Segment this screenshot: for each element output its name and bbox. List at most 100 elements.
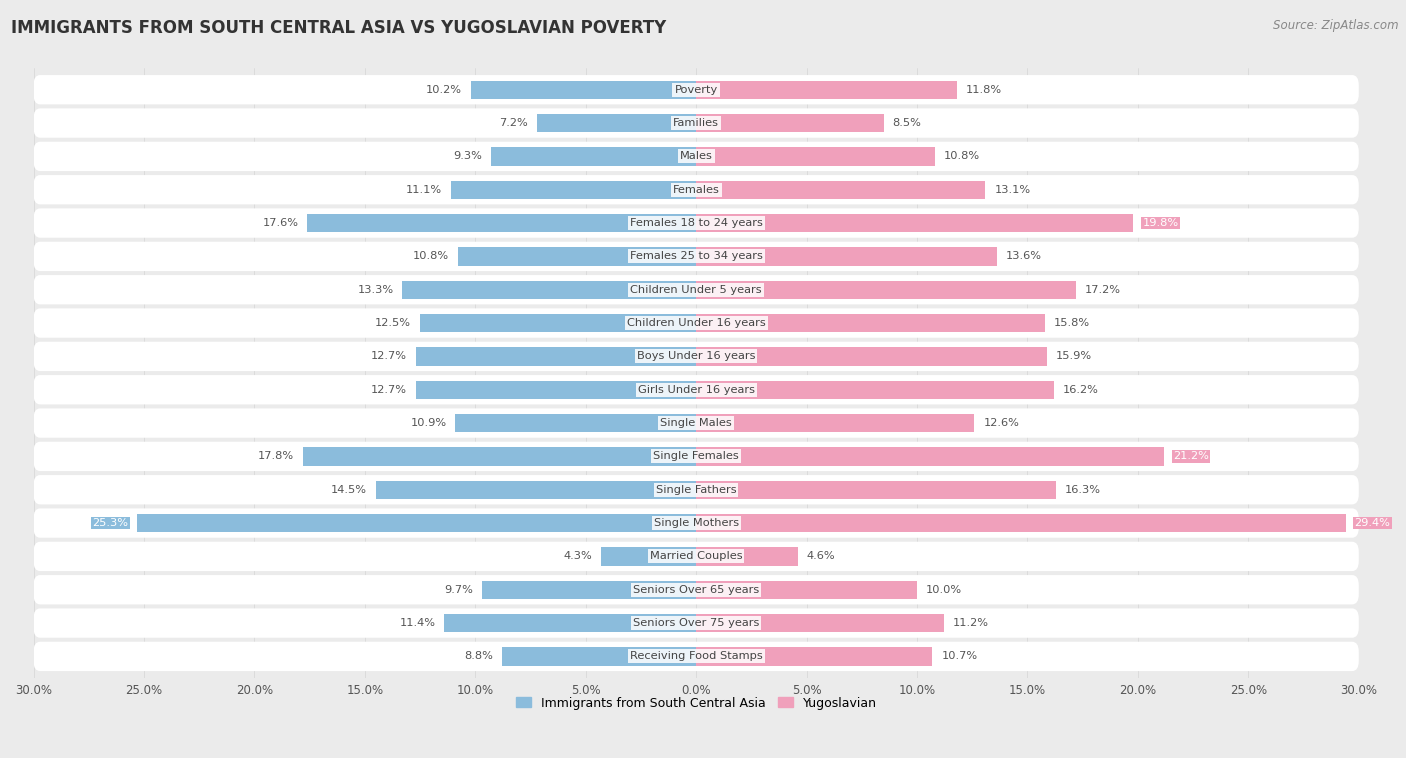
Text: Receiving Food Stamps: Receiving Food Stamps — [630, 651, 762, 662]
Text: Single Fathers: Single Fathers — [655, 484, 737, 495]
Bar — [602, 547, 696, 565]
Text: 13.3%: 13.3% — [357, 285, 394, 295]
Bar — [696, 614, 943, 632]
FancyBboxPatch shape — [34, 442, 1358, 471]
Text: 29.4%: 29.4% — [1354, 518, 1391, 528]
Text: Single Females: Single Females — [654, 452, 740, 462]
Bar — [402, 280, 696, 299]
Text: 25.3%: 25.3% — [93, 518, 128, 528]
Text: 9.7%: 9.7% — [444, 584, 472, 595]
FancyBboxPatch shape — [34, 108, 1358, 138]
Text: Children Under 16 years: Children Under 16 years — [627, 318, 765, 328]
Text: Females 18 to 24 years: Females 18 to 24 years — [630, 218, 762, 228]
Text: 9.3%: 9.3% — [453, 152, 482, 161]
Text: Seniors Over 75 years: Seniors Over 75 years — [633, 618, 759, 628]
Bar — [696, 381, 1054, 399]
Bar — [491, 147, 696, 165]
Text: 21.2%: 21.2% — [1173, 452, 1209, 462]
Text: 15.9%: 15.9% — [1056, 352, 1092, 362]
FancyBboxPatch shape — [34, 175, 1358, 205]
Text: 4.6%: 4.6% — [807, 551, 835, 562]
Text: Source: ZipAtlas.com: Source: ZipAtlas.com — [1274, 19, 1399, 32]
Text: 13.6%: 13.6% — [1005, 252, 1042, 262]
Bar — [416, 381, 696, 399]
Text: 13.1%: 13.1% — [994, 185, 1031, 195]
Text: 10.2%: 10.2% — [426, 85, 463, 95]
Text: Females: Females — [672, 185, 720, 195]
Bar — [696, 514, 1346, 532]
Bar — [537, 114, 696, 132]
Text: Single Males: Single Males — [661, 418, 733, 428]
Text: Males: Males — [679, 152, 713, 161]
Bar — [416, 347, 696, 365]
FancyBboxPatch shape — [34, 542, 1358, 571]
FancyBboxPatch shape — [34, 475, 1358, 504]
FancyBboxPatch shape — [34, 142, 1358, 171]
FancyBboxPatch shape — [34, 275, 1358, 305]
Text: 12.7%: 12.7% — [371, 385, 406, 395]
Text: 16.2%: 16.2% — [1063, 385, 1098, 395]
Text: Girls Under 16 years: Girls Under 16 years — [638, 385, 755, 395]
Bar — [482, 581, 696, 599]
Text: 8.5%: 8.5% — [893, 118, 921, 128]
Text: 10.0%: 10.0% — [925, 584, 962, 595]
Text: 16.3%: 16.3% — [1064, 484, 1101, 495]
Text: 12.7%: 12.7% — [371, 352, 406, 362]
Text: 12.5%: 12.5% — [375, 318, 411, 328]
FancyBboxPatch shape — [34, 575, 1358, 604]
FancyBboxPatch shape — [34, 208, 1358, 238]
Text: Married Couples: Married Couples — [650, 551, 742, 562]
Text: Seniors Over 65 years: Seniors Over 65 years — [633, 584, 759, 595]
Text: Children Under 5 years: Children Under 5 years — [630, 285, 762, 295]
FancyBboxPatch shape — [34, 375, 1358, 405]
Text: Single Mothers: Single Mothers — [654, 518, 738, 528]
FancyBboxPatch shape — [34, 642, 1358, 671]
Bar — [456, 414, 696, 432]
Bar — [138, 514, 696, 532]
Bar — [696, 280, 1076, 299]
Text: 10.7%: 10.7% — [941, 651, 977, 662]
FancyBboxPatch shape — [34, 342, 1358, 371]
Bar — [375, 481, 696, 499]
Text: 11.8%: 11.8% — [966, 85, 1001, 95]
Text: Boys Under 16 years: Boys Under 16 years — [637, 352, 755, 362]
Text: 21.2%: 21.2% — [1173, 452, 1209, 462]
Bar — [696, 214, 1133, 232]
Text: Families: Families — [673, 118, 718, 128]
Bar — [696, 547, 797, 565]
Text: 29.4%: 29.4% — [1354, 518, 1391, 528]
Bar — [696, 481, 1056, 499]
Bar — [696, 447, 1164, 465]
Bar — [696, 581, 917, 599]
FancyBboxPatch shape — [34, 242, 1358, 271]
Bar — [502, 647, 696, 666]
Bar — [308, 214, 696, 232]
Text: 25.3%: 25.3% — [93, 518, 128, 528]
Bar — [696, 314, 1045, 332]
Bar — [696, 114, 884, 132]
Bar — [696, 147, 935, 165]
Bar — [420, 314, 696, 332]
Bar — [471, 80, 696, 99]
FancyBboxPatch shape — [34, 409, 1358, 437]
Text: 15.8%: 15.8% — [1054, 318, 1090, 328]
Text: 17.6%: 17.6% — [263, 218, 298, 228]
Bar — [444, 614, 696, 632]
Text: Poverty: Poverty — [675, 85, 717, 95]
Text: 11.4%: 11.4% — [399, 618, 436, 628]
Text: 10.8%: 10.8% — [943, 152, 980, 161]
Bar — [696, 80, 956, 99]
Bar — [696, 647, 932, 666]
Bar — [451, 180, 696, 199]
Bar — [302, 447, 696, 465]
Text: 19.8%: 19.8% — [1142, 218, 1178, 228]
Text: 14.5%: 14.5% — [330, 484, 367, 495]
Text: 17.2%: 17.2% — [1085, 285, 1121, 295]
Text: 19.8%: 19.8% — [1142, 218, 1178, 228]
Text: 11.2%: 11.2% — [952, 618, 988, 628]
Bar — [696, 247, 997, 265]
Bar — [696, 180, 986, 199]
Text: 17.8%: 17.8% — [259, 452, 294, 462]
Text: 8.8%: 8.8% — [464, 651, 494, 662]
Text: 10.9%: 10.9% — [411, 418, 447, 428]
